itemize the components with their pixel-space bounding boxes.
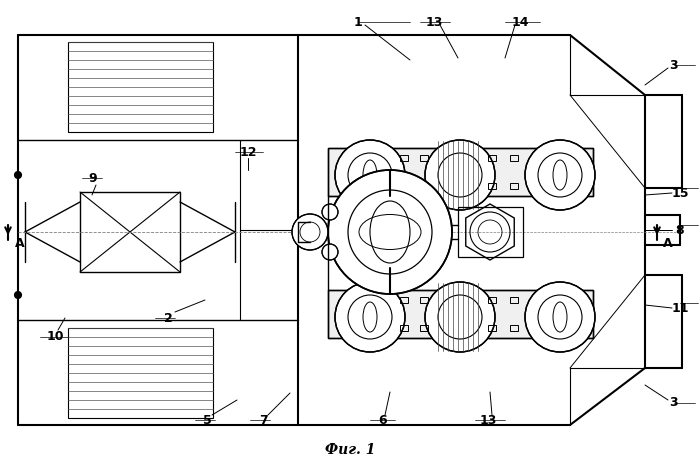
Text: 3: 3 bbox=[670, 396, 678, 409]
Text: 8: 8 bbox=[676, 224, 685, 236]
Bar bbox=[488, 297, 496, 303]
Bar bbox=[328, 148, 593, 196]
Text: 3: 3 bbox=[670, 59, 678, 71]
Bar bbox=[420, 325, 428, 331]
Text: Фиг. 1: Фиг. 1 bbox=[325, 443, 375, 457]
Text: 1: 1 bbox=[354, 16, 363, 29]
Bar bbox=[488, 325, 496, 331]
Bar bbox=[458, 207, 523, 257]
Text: 11: 11 bbox=[671, 301, 689, 314]
Bar bbox=[420, 183, 428, 189]
Text: 10: 10 bbox=[46, 331, 64, 343]
Text: A: A bbox=[663, 236, 673, 249]
Text: 6: 6 bbox=[379, 414, 387, 426]
Circle shape bbox=[322, 244, 338, 260]
Circle shape bbox=[425, 282, 495, 352]
Circle shape bbox=[425, 140, 495, 210]
Bar bbox=[68, 328, 213, 418]
Bar bbox=[400, 155, 408, 161]
Bar bbox=[420, 297, 428, 303]
Text: 12: 12 bbox=[239, 146, 257, 159]
Bar bbox=[400, 325, 408, 331]
Circle shape bbox=[15, 291, 22, 299]
Bar bbox=[400, 183, 408, 189]
Bar bbox=[510, 325, 518, 331]
Bar bbox=[510, 155, 518, 161]
Text: A: A bbox=[15, 236, 24, 249]
Bar bbox=[68, 42, 213, 132]
Text: 15: 15 bbox=[671, 187, 689, 200]
Bar bbox=[510, 297, 518, 303]
Circle shape bbox=[328, 170, 452, 294]
Bar bbox=[488, 155, 496, 161]
Circle shape bbox=[335, 140, 405, 210]
Bar bbox=[328, 290, 593, 338]
Text: 2: 2 bbox=[164, 312, 172, 325]
Bar bbox=[328, 290, 593, 338]
Circle shape bbox=[322, 204, 338, 220]
Bar bbox=[510, 183, 518, 189]
Text: 9: 9 bbox=[89, 171, 97, 184]
Circle shape bbox=[525, 140, 595, 210]
Text: 14: 14 bbox=[511, 16, 528, 29]
Bar bbox=[80, 192, 180, 272]
Circle shape bbox=[525, 282, 595, 352]
Bar bbox=[400, 297, 408, 303]
Text: 13: 13 bbox=[426, 16, 442, 29]
Text: 5: 5 bbox=[202, 414, 211, 426]
Text: 13: 13 bbox=[480, 414, 497, 426]
Text: 7: 7 bbox=[258, 414, 267, 426]
Bar bbox=[420, 155, 428, 161]
Circle shape bbox=[335, 282, 405, 352]
Bar bbox=[328, 148, 593, 196]
Circle shape bbox=[292, 214, 328, 250]
Bar bbox=[488, 183, 496, 189]
Circle shape bbox=[15, 171, 22, 178]
